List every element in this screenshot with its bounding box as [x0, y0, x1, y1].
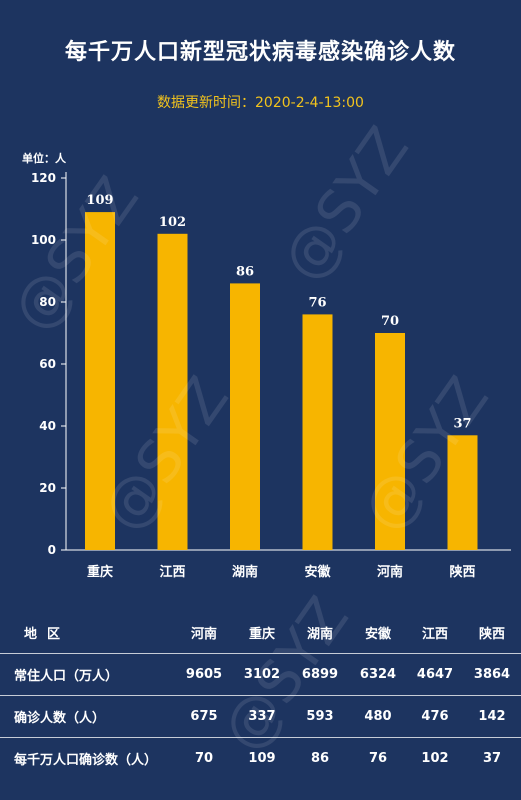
bar [447, 435, 478, 550]
table-header-cell: 陕西 [478, 627, 505, 642]
bar [157, 233, 188, 551]
x-tick-label: 河南 [377, 564, 403, 580]
row-label: 确诊人数（人） [0, 695, 175, 738]
table-cell: 337 [233, 695, 291, 738]
table-cell: 3102 [233, 653, 291, 696]
table-cell: 476 [407, 695, 463, 738]
x-tick-label: 重庆 [87, 564, 113, 580]
x-tick-label: 江西 [159, 564, 185, 580]
y-tick-label: 40 [39, 419, 56, 433]
table-cell: 480 [349, 695, 407, 738]
table-header-cell: 河南 [190, 627, 217, 642]
table-cell: 70 [175, 737, 233, 779]
table-row-per-ten-million: 每千万人口确诊数（人） 70 109 86 76 102 37 [0, 737, 521, 779]
bar [375, 333, 405, 550]
y-tick-label: 100 [31, 233, 56, 247]
y-tick-label: 60 [39, 357, 56, 371]
chart-title: 每千万人口新型冠状病毒感染确诊人数 [64, 40, 456, 65]
table-header-row: 地区 河南 重庆 湖南 安徽 江西 陕西 [0, 612, 521, 654]
table-cell: 109 [233, 737, 291, 779]
table-cell: 6324 [349, 653, 407, 696]
table-cell: 593 [291, 695, 349, 738]
y-tick-label: 80 [39, 295, 56, 309]
update-time: 数据更新时间：2020-2-4-13:00 [157, 95, 364, 111]
unit-label: 单位：人 [22, 152, 66, 165]
data-label: 102 [159, 215, 186, 230]
bar [85, 212, 115, 550]
table-cell: 142 [463, 695, 521, 738]
table-row-population: 常住人口（万人） 9605 3102 6899 6324 4647 3864 [0, 653, 521, 696]
bar [230, 283, 260, 550]
x-tick-label: 湖南 [232, 564, 258, 580]
data-label: 76 [308, 295, 326, 310]
table-header-cell: 江西 [421, 627, 448, 642]
table-cell: 9605 [175, 653, 233, 696]
table-cell: 86 [291, 737, 349, 779]
data-label: 70 [381, 314, 399, 329]
table-cell: 6899 [291, 653, 349, 696]
data-label: 109 [86, 193, 113, 208]
table-header-cell: 湖南 [306, 627, 333, 642]
table-cell: 37 [463, 737, 521, 779]
data-table: 地区 河南 重庆 湖南 安徽 江西 陕西 常住人口（万人） 9605 3102 … [0, 612, 521, 779]
bar-chart: 0 20 40 60 80 100 120 109 重庆 102 江西 86 湖南 76 安徽 70 河南 37 陕… [31, 171, 511, 580]
table-cell: 675 [175, 695, 233, 738]
x-tick-label: 陕西 [449, 564, 475, 580]
y-tick-label: 120 [31, 171, 56, 185]
data-label: 37 [453, 416, 471, 431]
row-label: 常住人口（万人） [0, 653, 175, 696]
y-tick-label: 0 [48, 543, 56, 557]
table-header-region: 地区 [24, 627, 71, 642]
table-row-confirmed: 确诊人数（人） 675 337 593 480 476 142 [0, 695, 521, 738]
x-tick-label: 安徽 [304, 564, 331, 580]
row-label: 每千万人口确诊数（人） [0, 737, 175, 779]
table-cell: 102 [407, 737, 463, 779]
table-header-cell: 安徽 [364, 627, 391, 642]
data-label: 86 [236, 264, 254, 279]
table-cell: 76 [349, 737, 407, 779]
table-cell: 4647 [407, 653, 463, 696]
bar [302, 314, 333, 550]
y-tick-label: 20 [39, 481, 56, 495]
table-header-cell: 重庆 [248, 627, 275, 642]
table-cell: 3864 [463, 653, 521, 696]
